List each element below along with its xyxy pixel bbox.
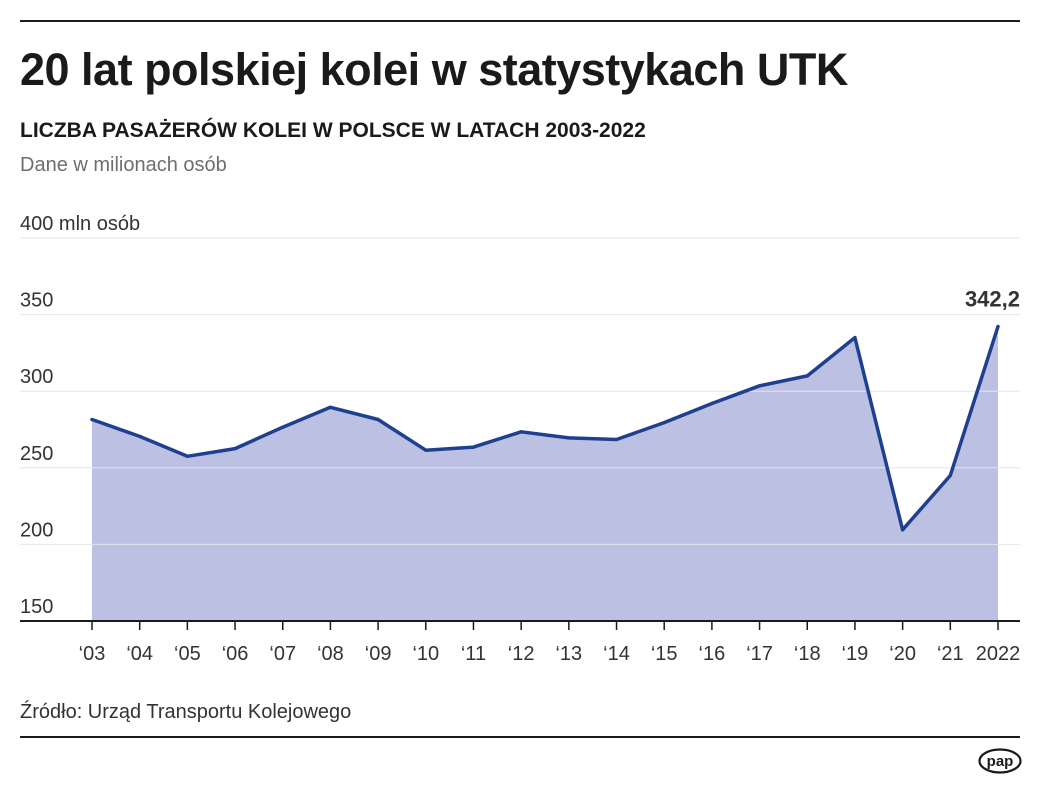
data-point-9 [519, 430, 523, 434]
data-point-14 [758, 384, 762, 388]
source-note: Źródło: Urząd Transportu Kolejowego [20, 701, 352, 723]
x-tick-label-18: ‘21 [937, 643, 964, 665]
data-point-7 [424, 448, 428, 452]
y-tick-label-250: 250 [20, 443, 53, 465]
x-tick-label-5: ‘08 [317, 643, 344, 665]
x-tick-label-15: ‘18 [794, 643, 821, 665]
data-point-3 [233, 447, 237, 451]
data-point-11 [614, 437, 619, 442]
x-tick-label-10: ‘13 [555, 643, 582, 665]
data-point-17 [901, 528, 905, 532]
x-tick-label-1: ‘04 [126, 643, 153, 665]
x-tick-label-8: ‘11 [461, 643, 486, 665]
x-tick-label-4: ‘07 [269, 643, 296, 665]
chart-title: 20 lat polskiej kolei w statystykach UTK [20, 44, 848, 95]
pap-logo: pap [978, 748, 1022, 774]
bottom-rule [20, 736, 1020, 738]
y-tick-label-200: 200 [20, 519, 53, 541]
x-tick-label-16: ‘19 [842, 643, 869, 665]
x-tick-label-9: ‘12 [508, 643, 535, 665]
x-tick-label-2: ‘05 [174, 643, 201, 665]
data-point-4 [281, 425, 285, 429]
x-tick-label-13: ‘16 [699, 643, 726, 665]
data-point-19 [996, 324, 1000, 329]
data-point-8 [471, 445, 476, 449]
x-tick-label-11: ‘14 [603, 643, 630, 665]
data-point-1 [138, 434, 142, 438]
y-tick-label-350: 350 [20, 290, 53, 312]
data-point-10 [567, 436, 571, 440]
x-tick-label-19: 2022 [976, 643, 1021, 665]
data-point-5 [328, 405, 332, 409]
y-tick-label-400: 400 mln osób [20, 213, 140, 235]
data-point-13 [710, 401, 714, 406]
area-fill [92, 326, 998, 621]
data-point-16 [853, 336, 857, 340]
x-tick-label-17: ‘20 [889, 643, 916, 665]
x-tick-label-6: ‘09 [365, 643, 392, 665]
data-label-19: 342,2 [965, 287, 1020, 312]
data-point-15 [805, 374, 809, 378]
x-tick-label-7: ‘10 [412, 643, 439, 665]
unit-note: Dane w milionach osób [20, 154, 227, 176]
y-tick-label-300: 300 [20, 366, 53, 388]
series-line [90, 324, 1000, 532]
x-tick-label-14: ‘17 [746, 643, 773, 665]
data-point-12 [662, 421, 666, 425]
logo-text: pap [987, 753, 1014, 770]
data-point-2 [185, 454, 189, 458]
x-tick-label-3: ‘06 [222, 643, 249, 665]
y-tick-label-150: 150 [20, 596, 53, 618]
data-point-6 [376, 417, 380, 422]
data-point-18 [948, 473, 952, 478]
data-point-0 [90, 417, 94, 422]
x-tick-label-0: ‘03 [79, 643, 106, 665]
area-chart: 150 200 250 300 350 400 mln osób ‘03 ‘04 ‘05 ‘06 ‘… [20, 213, 1021, 665]
x-tick-label-12: ‘15 [651, 643, 678, 665]
chart-subtitle: LICZBA PASAŻERÓW KOLEI W POLSCE W LATACH… [20, 119, 646, 142]
top-rule [20, 20, 1020, 22]
